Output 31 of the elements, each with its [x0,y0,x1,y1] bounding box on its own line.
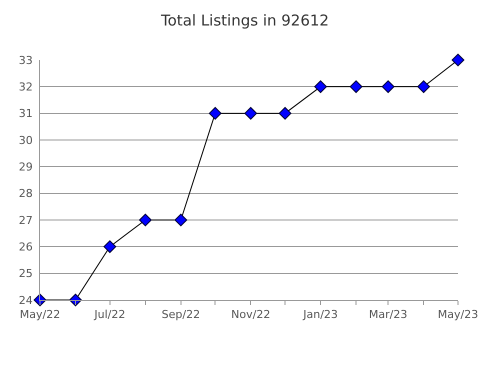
point [174,214,188,226]
point [69,294,82,306]
y-tick-label: 28 [18,187,33,200]
x-tick-label: Mar/23 [368,308,408,322]
chart-title: Total Listings in 92612 [160,12,329,30]
point [417,80,430,94]
point [382,80,394,94]
y-tick-label: 24 [18,294,33,307]
point [208,106,222,120]
x-tick-label: Nov/22 [231,308,270,322]
x-tick-label: Sep/22 [162,308,200,322]
point [452,54,464,66]
y-tick-label: 32 [18,80,33,94]
y-tick-label: 25 [18,267,33,280]
point [104,240,116,254]
x-tick-label: Jul/22 [93,308,126,322]
y-tick-label: 30 [18,134,33,147]
y-tick-label: 33 [18,54,33,67]
point [350,80,362,94]
x-tick-label: Jan/23 [302,308,338,322]
x-tick-label: May/22 [20,308,60,322]
point [314,80,327,94]
point [139,214,152,226]
y-tick-label: 31 [18,107,33,120]
point [278,106,292,120]
point [34,294,46,306]
x-tick-label: May/23 [438,308,478,322]
y-tick-label: 27 [18,214,33,227]
point [244,106,258,120]
y-tick-label: 26 [18,240,33,254]
y-tick-label: 29 [18,160,33,174]
